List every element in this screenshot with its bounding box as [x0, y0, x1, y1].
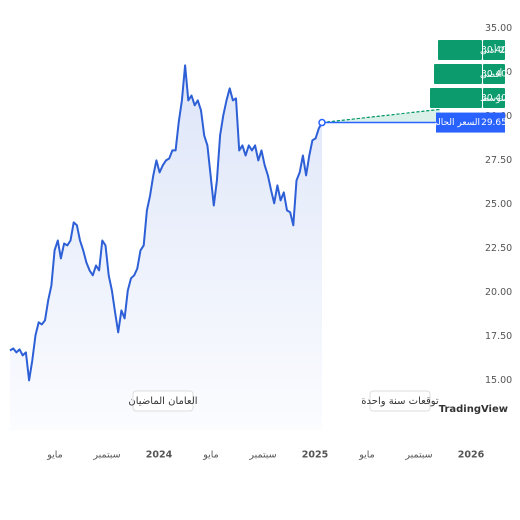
- current-name: السعر الحالي: [431, 118, 480, 128]
- annotation: توقعات سنة واحدة: [361, 396, 439, 407]
- target-label-box: [438, 40, 482, 60]
- y-tick-label: 25.00: [485, 199, 512, 210]
- target-label-box: [434, 64, 482, 84]
- price-line: [9, 64, 323, 382]
- x-tick-label: 2025: [302, 450, 328, 461]
- current-label-box: [436, 112, 505, 133]
- x-tick-label: سبتمبر: [248, 450, 276, 461]
- target-value: 30.40: [481, 46, 507, 56]
- x-tick-label: مايو: [202, 450, 219, 461]
- x-tick-label: مايو: [358, 450, 375, 461]
- annotation-box: [369, 390, 431, 412]
- current-value: 29.65: [481, 118, 507, 128]
- area: [10, 65, 322, 431]
- target-label: +2.53% أقصى: [480, 68, 520, 80]
- target-value: 30.40: [481, 94, 507, 104]
- y-tick-label: 27.50: [485, 155, 512, 166]
- x-tick-label: 2026: [458, 450, 485, 461]
- y-tick-label: 15.00: [485, 375, 512, 386]
- watermark: TradingView: [439, 404, 508, 415]
- annotation-box: [132, 390, 194, 412]
- target-label: +2.53% أدنى: [480, 44, 520, 56]
- target-value-box: [483, 88, 505, 108]
- target-name: متوسط: [480, 94, 508, 104]
- target-label-box: [430, 88, 482, 108]
- target-change: +2.53%: [511, 94, 520, 104]
- target-value-box: [483, 40, 505, 60]
- target-change: +2.53%: [505, 70, 520, 80]
- y-tick-label: 35.00: [485, 23, 512, 34]
- x-tick-label: سبتمبر: [404, 450, 432, 461]
- target-name: أقصى: [480, 68, 502, 80]
- x-tick-label: سبتمبر: [92, 450, 120, 461]
- y-tick-label: 22.50: [485, 243, 512, 254]
- target-value: 30.40: [481, 70, 507, 80]
- target-name: أدنى: [480, 44, 497, 56]
- target-value-box: [483, 64, 505, 84]
- forecast-band: [322, 109, 440, 123]
- target-change: +2.53%: [499, 46, 520, 56]
- y-tick-label: 20.00: [485, 287, 512, 298]
- target-label: +2.53% متوسط: [480, 94, 520, 104]
- annotation: العامان الماضيان: [128, 396, 197, 407]
- x-tick-label: 2024: [146, 450, 173, 461]
- current-point: [318, 118, 326, 127]
- x-tick-label: مايو: [46, 450, 63, 461]
- y-tick-label: 17.50: [485, 331, 512, 342]
